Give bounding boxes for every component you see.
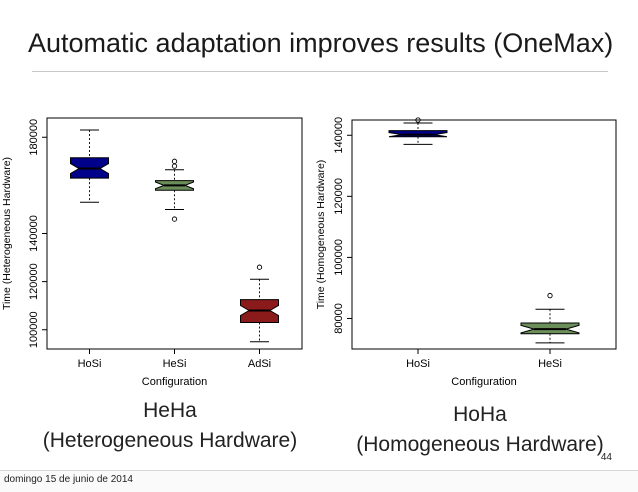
- x-axis-title: Configuration: [451, 376, 516, 388]
- footer-date: domingo 15 de junio de 2014: [4, 474, 133, 485]
- caption-heha: HeHa (Heterogeneous Hardware): [20, 396, 320, 456]
- plot-frame: [351, 119, 617, 350]
- slide-title: Automatic adaptation improves results (O…: [28, 28, 614, 58]
- outlier-point: [171, 163, 178, 169]
- x-tick-label: HoSi: [78, 358, 102, 370]
- outlier-point: [171, 216, 178, 222]
- x-axis-title: Configuration: [142, 376, 207, 388]
- x-tick-label: HeSi: [163, 358, 187, 370]
- boxplot-homogeneous: 80000 100000 120000 140000 Time (Homogeneous…: [315, 117, 617, 388]
- outlier-point: [171, 158, 178, 164]
- caption-hoha-title: HoHa: [453, 403, 507, 426]
- x-tick-label: HoSi: [406, 358, 430, 370]
- y-tick-label: 120000: [28, 263, 40, 300]
- x-tick-label: HeSi: [538, 358, 562, 370]
- y-axis-title: Time (Heterogeneous Hardware): [1, 157, 13, 310]
- y-tick-label: 180000: [28, 119, 40, 156]
- title-divider: [32, 71, 608, 72]
- boxplot-heterogeneous: 100000 120000 140000 180000 Time (Heterogene…: [1, 117, 303, 388]
- y-tick-label: 100000: [333, 239, 345, 276]
- y-tick-label: 120000: [333, 178, 345, 215]
- y-tick-label: 140000: [333, 117, 345, 154]
- y-tick-label: 140000: [28, 215, 40, 252]
- x-tick-label: AdSi: [248, 358, 271, 370]
- caption-hoha: HoHa (Homogeneous Hardware): [332, 400, 628, 460]
- y-tick-label: 80000: [333, 303, 345, 334]
- outlier-point: [415, 117, 421, 123]
- outlier-point: [256, 264, 263, 270]
- page-number: 44: [600, 452, 612, 463]
- caption-hoha-subtitle: (Homogeneous Hardware): [356, 433, 604, 456]
- y-tick-label: 100000: [28, 311, 40, 348]
- caption-heha-title: HeHa: [143, 399, 197, 422]
- y-axis-title: Time (Homogeneous Hardware): [315, 160, 327, 310]
- footer-bar: [0, 470, 638, 492]
- caption-heha-subtitle: (Heterogeneous Hardware): [42, 429, 298, 452]
- outlier-point: [547, 292, 553, 299]
